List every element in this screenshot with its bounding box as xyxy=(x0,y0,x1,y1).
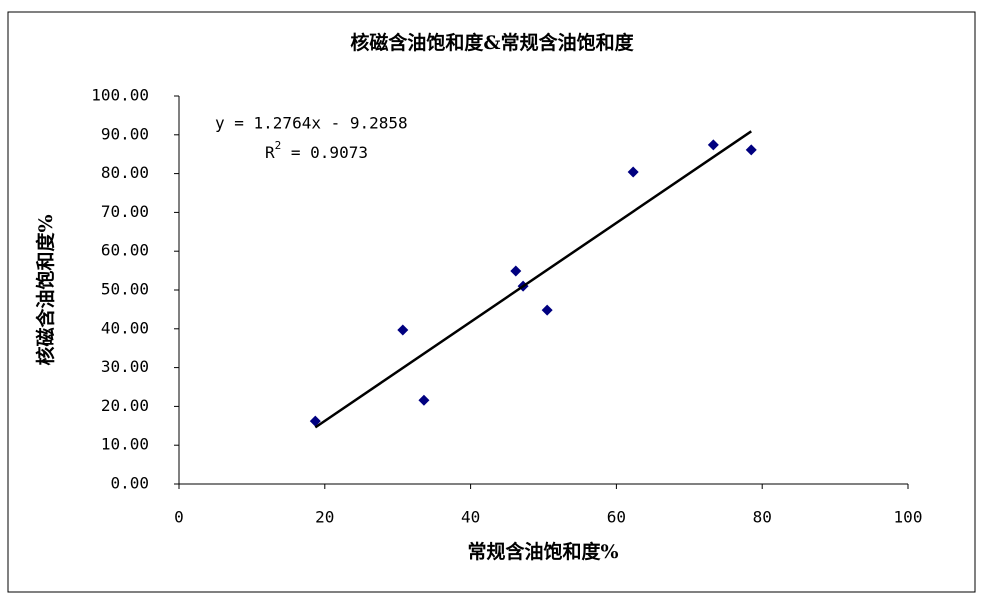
y-tick-label: 60.00 xyxy=(101,241,149,260)
y-tick-label: 70.00 xyxy=(101,202,149,221)
scatter-point xyxy=(418,394,430,406)
scatter-point xyxy=(627,166,639,178)
y-tick-label: 90.00 xyxy=(101,124,149,143)
scatter-point xyxy=(510,265,522,277)
trendline-equation: y = 1.2764x - 9.2858 xyxy=(215,114,408,133)
x-tick-label: 60 xyxy=(607,508,626,527)
scatter-point xyxy=(707,139,719,151)
x-tick-label: 40 xyxy=(461,508,480,527)
y-tick-label: 10.00 xyxy=(101,435,149,454)
y-axis-title: 核磁含油饱和度% xyxy=(34,214,57,365)
y-tick-label: 80.00 xyxy=(101,163,149,182)
scatter-point xyxy=(397,324,409,336)
chart-border xyxy=(7,11,976,593)
trendline xyxy=(314,130,752,429)
x-tick-label: 20 xyxy=(315,508,334,527)
y-tick-label: 100.00 xyxy=(91,86,149,105)
y-tick-label: 20.00 xyxy=(101,396,149,415)
scatter-point xyxy=(309,415,321,427)
r-squared-symbol: R xyxy=(265,143,275,162)
y-tick-label: 30.00 xyxy=(101,357,149,376)
scatter-point xyxy=(541,304,553,316)
y-tick-label: 0.00 xyxy=(110,474,149,493)
scatter-point xyxy=(745,144,757,156)
y-tick-label: 40.00 xyxy=(101,318,149,337)
x-axis-title: 常规含油饱和度% xyxy=(467,540,618,563)
r-squared-power: 2 xyxy=(275,139,282,152)
r-squared: R2 = 0.9073 xyxy=(265,139,368,162)
x-tick-label: 100 xyxy=(894,508,923,527)
y-tick-label: 50.00 xyxy=(101,280,149,299)
x-tick-label: 0 xyxy=(174,508,184,527)
x-tick-label: 80 xyxy=(753,508,772,527)
chart-title: 核磁含油饱和度&常规含油饱和度 xyxy=(350,31,634,54)
r-squared-value: = 0.9073 xyxy=(281,143,368,162)
